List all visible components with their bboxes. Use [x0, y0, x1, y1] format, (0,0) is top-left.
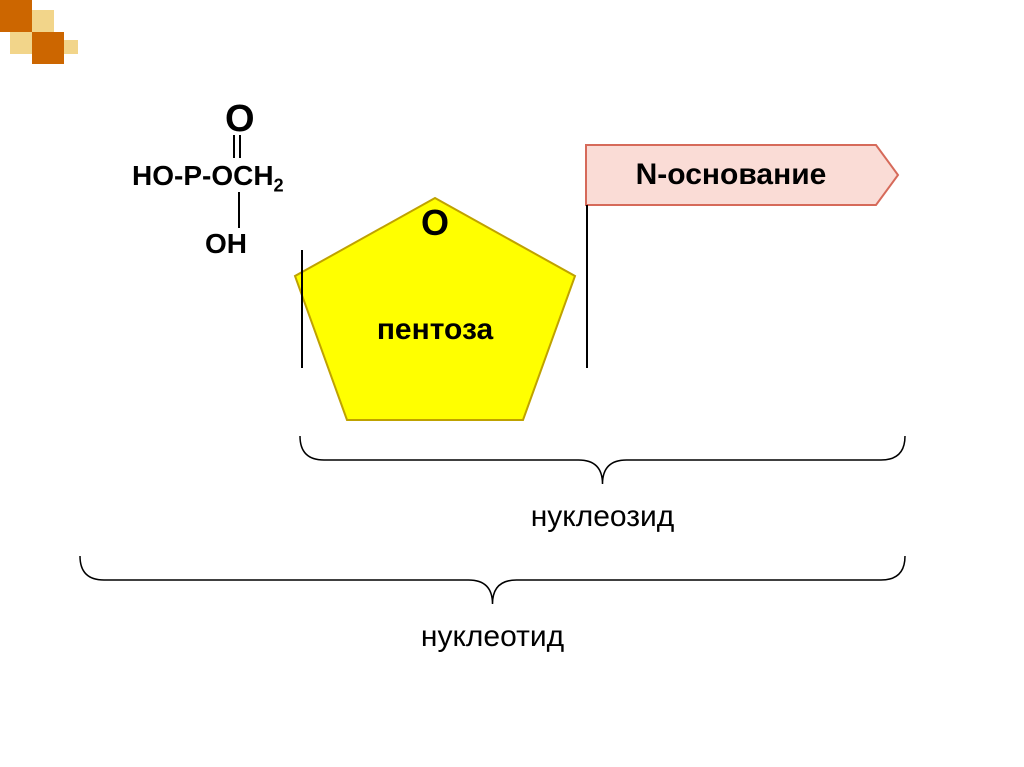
n-base-label: N-основание — [586, 145, 876, 205]
phosphate-line1-text: HO-P-OCH — [132, 160, 274, 191]
corner-square — [32, 32, 64, 64]
phosphate-line1: HO-P-OCH2 — [132, 160, 284, 197]
phosphate-oh: OH — [205, 228, 247, 260]
brace-nucleoside-label: нуклеозид — [300, 500, 905, 534]
phosphate-top-o: O — [225, 98, 255, 141]
phosphate-line1-sub: 2 — [274, 176, 284, 196]
corner-square — [32, 10, 54, 32]
corner-square — [64, 40, 78, 54]
corner-square — [0, 0, 32, 32]
pentose-apex-o: О — [421, 202, 449, 244]
connector-left-line — [301, 250, 303, 368]
pentose-label: пентоза — [295, 313, 575, 347]
connector-nbase-line — [586, 205, 588, 368]
brace-nucleotide-label: нуклеотид — [80, 620, 905, 654]
corner-square — [10, 32, 32, 54]
